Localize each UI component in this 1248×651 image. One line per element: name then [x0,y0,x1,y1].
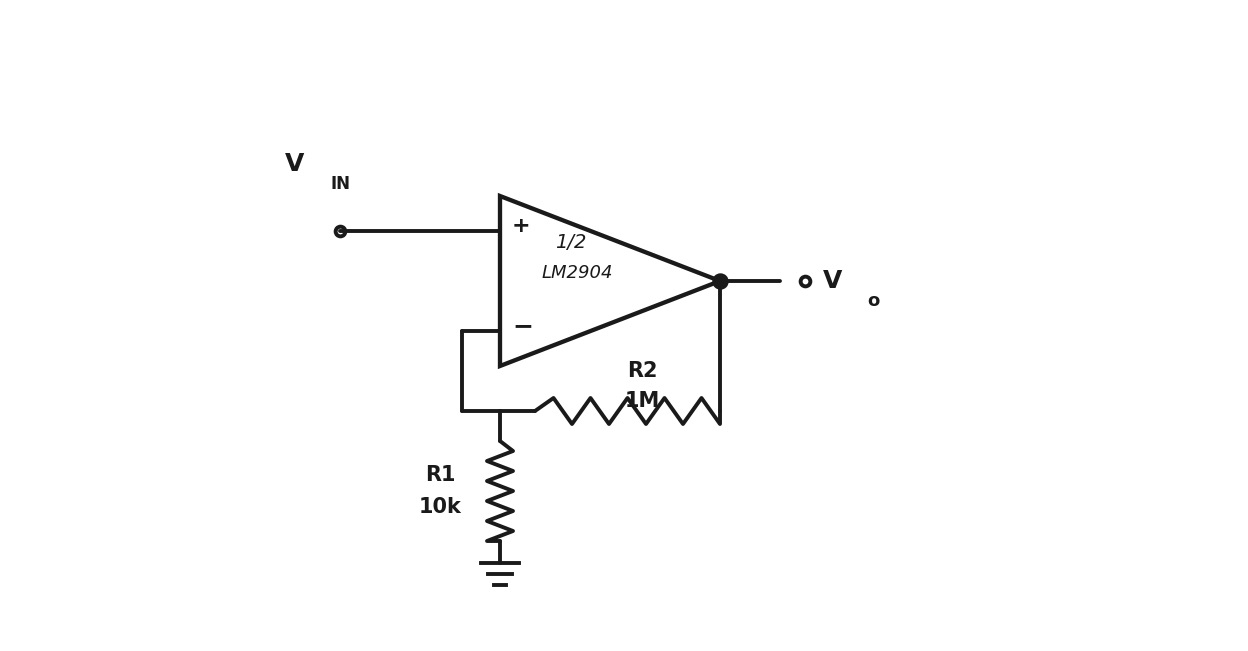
Text: −: − [512,314,533,338]
Text: R1: R1 [424,465,456,485]
Text: 1M: 1M [625,391,660,411]
Text: IN: IN [329,175,349,193]
Text: +: + [512,216,530,236]
Text: LM2904: LM2904 [542,264,614,282]
Text: 10k: 10k [418,497,462,517]
Text: o: o [867,292,880,310]
Text: V: V [285,152,305,176]
Text: 1/2: 1/2 [555,234,587,253]
Text: R2: R2 [628,361,658,381]
Text: V: V [822,269,842,293]
